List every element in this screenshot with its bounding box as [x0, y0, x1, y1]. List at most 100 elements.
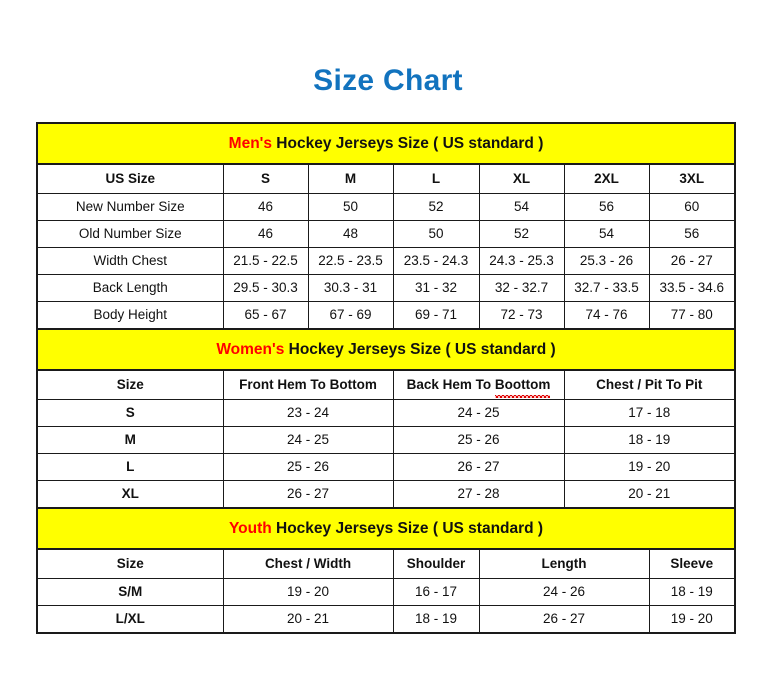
cell-youth-0-2: 24 - 26 [478, 578, 650, 606]
row-label-womens-3: XL [36, 480, 224, 509]
cell-mens-4-1: 67 - 69 [307, 301, 394, 330]
column-header-mens-4: XL [478, 163, 565, 194]
column-header-row: Size Front Hem To Bottom Back Hem To Boott… [36, 369, 736, 400]
cell-mens-0-4: 56 [563, 193, 650, 221]
cell-womens-3-0: 26 - 27 [222, 480, 394, 509]
table-row: Body Height 65 - 67 67 - 69 69 - 71 72 - 73 7… [36, 301, 736, 330]
table-row: L/XL 20 - 21 18 - 19 26 - 27 19 - 20 [36, 605, 736, 634]
column-header-youth-2: Shoulder [392, 548, 480, 579]
table-row: S 23 - 24 24 - 25 17 - 18 [36, 399, 736, 427]
row-label-mens-4: Body Height [36, 301, 224, 330]
table-row: M 24 - 25 25 - 26 18 - 19 [36, 426, 736, 454]
cell-womens-2-1: 26 - 27 [392, 453, 565, 481]
cell-mens-2-2: 23.5 - 24.3 [392, 247, 480, 275]
cell-youth-1-3: 19 - 20 [648, 605, 736, 634]
row-label-womens-0: S [36, 399, 224, 427]
banner-accent-text: Women's [216, 341, 285, 358]
section-banner-youth: Youth Hockey Jerseys Size ( US standard … [35, 507, 737, 550]
cell-mens-2-5: 26 - 27 [648, 247, 736, 275]
page-title: Size Chart [313, 64, 463, 97]
column-header-row: Size Chest / Width Shoulder Length Sleeve [36, 548, 736, 579]
cell-youth-1-2: 26 - 27 [478, 605, 650, 634]
cell-mens-0-1: 50 [307, 193, 394, 221]
cell-womens-3-1: 27 - 28 [392, 480, 565, 509]
table-row: Back Length 29.5 - 30.3 30.3 - 31 31 - 32 32… [36, 274, 736, 302]
size-chart-table: Men's Hockey Jerseys Size ( US standard … [35, 122, 737, 634]
cell-mens-2-3: 24.3 - 25.3 [478, 247, 565, 275]
cell-youth-0-1: 16 - 17 [392, 578, 480, 606]
cell-youth-1-0: 20 - 21 [222, 605, 394, 634]
cell-womens-0-0: 23 - 24 [222, 399, 394, 427]
column-header-mens-6: 3XL [648, 163, 736, 194]
section-banner-row: Women's Hockey Jerseys Size ( US standar… [35, 328, 737, 371]
cell-mens-3-3: 32 - 32.7 [478, 274, 565, 302]
banner-rest-text: Hockey Jerseys Size ( US standard ) [284, 341, 556, 358]
cell-youth-0-3: 18 - 19 [648, 578, 736, 606]
section-banner-row: Men's Hockey Jerseys Size ( US standard … [35, 122, 737, 165]
cell-mens-3-4: 32.7 - 33.5 [563, 274, 650, 302]
section-banner-womens: Women's Hockey Jerseys Size ( US standar… [35, 328, 737, 371]
column-header-youth-3: Length [478, 548, 650, 579]
table-row: New Number Size 46 50 52 54 56 60 [36, 193, 736, 221]
cell-mens-0-5: 60 [648, 193, 736, 221]
banner-rest-text: Hockey Jerseys Size ( US standard ) [271, 135, 544, 152]
cell-womens-0-2: 17 - 18 [563, 399, 736, 427]
row-label-youth-1: L/XL [36, 605, 224, 634]
cell-womens-1-2: 18 - 19 [563, 426, 736, 454]
row-label-womens-1: M [36, 426, 224, 454]
row-label-mens-2: Width Chest [36, 247, 224, 275]
cell-youth-1-1: 18 - 19 [392, 605, 480, 634]
column-header-mens-5: 2XL [563, 163, 650, 194]
table-row: L 25 - 26 26 - 27 19 - 20 [36, 453, 736, 481]
cell-mens-1-0: 46 [222, 220, 309, 248]
cell-mens-2-4: 25.3 - 26 [563, 247, 650, 275]
table-row: S/M 19 - 20 16 - 17 24 - 26 18 - 19 [36, 578, 736, 606]
column-header-youth-4: Sleeve [648, 548, 736, 579]
cell-mens-3-2: 31 - 32 [392, 274, 480, 302]
cell-womens-0-1: 24 - 25 [392, 399, 565, 427]
cell-mens-4-3: 72 - 73 [478, 301, 565, 330]
column-header-womens-3: Chest / Pit To Pit [563, 369, 736, 400]
column-header-womens-2: Back Hem To Boottom [392, 369, 565, 400]
cell-mens-1-3: 52 [478, 220, 565, 248]
column-header-womens-0: Size [36, 369, 224, 400]
cell-mens-2-0: 21.5 - 22.5 [222, 247, 309, 275]
column-header-mens-1: S [222, 163, 309, 194]
row-label-mens-1: Old Number Size [36, 220, 224, 248]
cell-womens-3-2: 20 - 21 [563, 480, 736, 509]
row-label-womens-2: L [36, 453, 224, 481]
section-banner-mens: Men's Hockey Jerseys Size ( US standard … [35, 122, 737, 165]
cell-youth-0-0: 19 - 20 [222, 578, 394, 606]
column-header-youth-1: Chest / Width [222, 548, 394, 579]
column-header-mens-0: US Size [36, 163, 224, 194]
row-label-mens-3: Back Length [36, 274, 224, 302]
cell-mens-0-3: 54 [478, 193, 565, 221]
cell-mens-4-4: 74 - 76 [563, 301, 650, 330]
cell-womens-2-2: 19 - 20 [563, 453, 736, 481]
column-header-row: US Size S M L XL 2XL 3XL [36, 163, 736, 194]
cell-mens-3-1: 30.3 - 31 [307, 274, 394, 302]
cell-mens-1-2: 50 [392, 220, 480, 248]
banner-accent-text: Youth [228, 520, 272, 537]
cell-womens-1-0: 24 - 25 [222, 426, 394, 454]
column-header-youth-0: Size [36, 548, 224, 579]
banner-accent-text: Men's [228, 135, 272, 152]
cell-womens-1-1: 25 - 26 [392, 426, 565, 454]
cell-mens-1-5: 56 [648, 220, 736, 248]
banner-rest-text: Hockey Jerseys Size ( US standard ) [271, 520, 544, 537]
section-banner-row: Youth Hockey Jerseys Size ( US standard … [35, 507, 737, 550]
cell-mens-0-2: 52 [392, 193, 480, 221]
cell-mens-2-1: 22.5 - 23.5 [307, 247, 394, 275]
column-header-mens-3: L [392, 163, 480, 194]
cell-mens-0-0: 46 [222, 193, 309, 221]
cell-mens-4-0: 65 - 67 [222, 301, 309, 330]
row-label-youth-0: S/M [36, 578, 224, 606]
cell-mens-4-2: 69 - 71 [392, 301, 480, 330]
cell-mens-4-5: 77 - 80 [648, 301, 736, 330]
column-header-womens-1: Front Hem To Bottom [222, 369, 394, 400]
cell-mens-1-4: 54 [563, 220, 650, 248]
row-label-mens-0: New Number Size [36, 193, 224, 221]
table-row: Old Number Size 46 48 50 52 54 56 [36, 220, 736, 248]
cell-mens-3-5: 33.5 - 34.6 [648, 274, 736, 302]
cell-womens-2-0: 25 - 26 [222, 453, 394, 481]
